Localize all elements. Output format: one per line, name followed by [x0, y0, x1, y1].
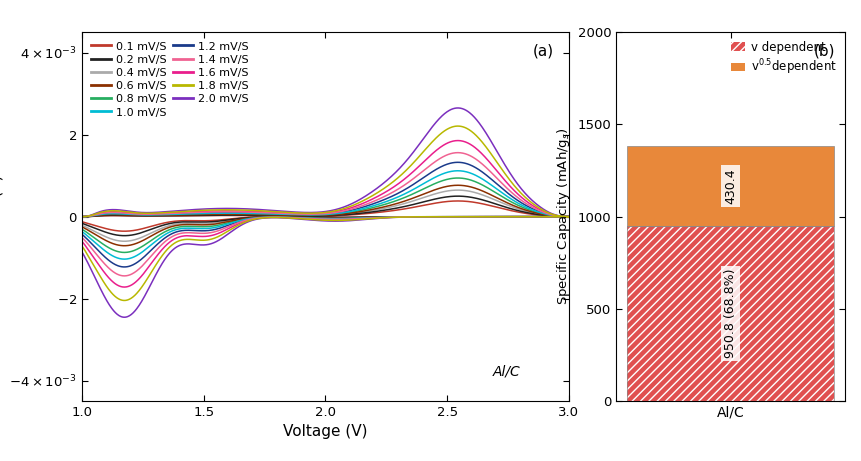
Legend: v dependent, v$^{0.5}$dependent: v dependent, v$^{0.5}$dependent [728, 38, 838, 79]
Legend: 0.1 mV/S, 0.2 mV/S, 0.4 mV/S, 0.6 mV/S, 0.8 mV/S, 1.0 mV/S, 1.2 mV/S, 1.4 mV/S, : 0.1 mV/S, 0.2 mV/S, 0.4 mV/S, 0.6 mV/S, … [87, 38, 251, 121]
Bar [626, 226, 833, 401]
Text: (b): (b) [813, 43, 834, 59]
Y-axis label: Current (A): Current (A) [0, 174, 3, 259]
Bar [626, 226, 833, 401]
Text: Al/C: Al/C [492, 365, 519, 379]
Text: 950.8 (68.8%): 950.8 (68.8%) [723, 269, 736, 358]
Y-axis label: Specific Capacity (mAh/g$_s$): Specific Capacity (mAh/g$_s$) [554, 128, 572, 306]
Bar [626, 147, 833, 226]
Text: 430.4: 430.4 [723, 168, 736, 204]
Text: (a): (a) [533, 43, 554, 59]
X-axis label: Voltage (V): Voltage (V) [282, 425, 368, 439]
